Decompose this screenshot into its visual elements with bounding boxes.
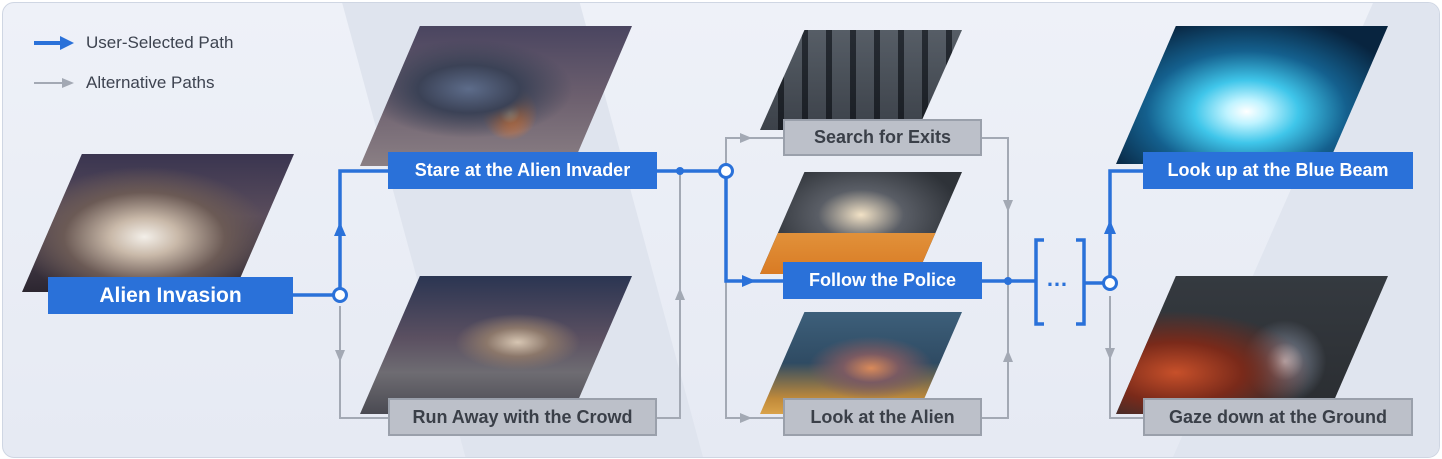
- legend-item-selected: User-Selected Path: [34, 32, 233, 54]
- alternative-arrow-icon: [34, 78, 74, 88]
- arrowhead-icon: [1003, 350, 1013, 362]
- node-look-up-beam[interactable]: Look up at the Blue Beam: [1143, 152, 1413, 189]
- legend-label-selected: User-Selected Path: [86, 33, 234, 52]
- right-bracket: [1076, 238, 1086, 326]
- edge-to-gaze-ground: [1109, 296, 1143, 419]
- arrowhead-icon: [675, 288, 685, 300]
- edge-to-run-away: [339, 306, 388, 419]
- edge-run-away-merge: [657, 171, 681, 419]
- left-bracket: [1034, 238, 1044, 326]
- edge-to-look-alien: [725, 171, 783, 419]
- edge-to-blue-beam: [1108, 169, 1143, 276]
- selected-arrowheads: [334, 220, 1116, 287]
- edge-to-follow-police: [724, 178, 783, 283]
- edge-look-alien-merge: [982, 281, 1009, 419]
- edge-to-search-exits: [725, 137, 783, 171]
- arrowhead-icon: [1104, 220, 1116, 234]
- arrowhead-icon: [1003, 200, 1013, 212]
- ellipsis-text: …: [1046, 266, 1068, 291]
- alternative-arrowheads: [335, 133, 1115, 423]
- node-look-alien[interactable]: Look at the Alien: [783, 398, 982, 436]
- junction-dot: [1004, 277, 1012, 285]
- node-stare-alien[interactable]: Stare at the Alien Invader: [388, 152, 657, 189]
- ellipsis-brackets: [1034, 238, 1086, 326]
- node-alien-invasion[interactable]: Alien Invasion: [48, 277, 293, 314]
- legend: User-Selected Path Alternative Paths: [34, 32, 233, 112]
- arrowhead-icon: [1105, 348, 1115, 360]
- legend-label-alternative: Alternative Paths: [86, 73, 215, 92]
- node-follow-police[interactable]: Follow the Police: [783, 262, 982, 299]
- node-gaze-ground[interactable]: Gaze down at the Ground: [1143, 398, 1413, 436]
- selected-edges: [293, 169, 1143, 297]
- edge-search-exits-merge: [982, 137, 1009, 281]
- arrowhead-icon: [740, 413, 752, 423]
- arrowhead-icon: [740, 133, 752, 143]
- selected-arrow-icon: [34, 36, 74, 50]
- junction-node: [718, 163, 734, 179]
- legend-item-alternative: Alternative Paths: [34, 72, 233, 94]
- arrowhead-icon: [335, 350, 345, 362]
- node-search-exits[interactable]: Search for Exits: [783, 119, 982, 156]
- junction-dot: [676, 167, 684, 175]
- junction-node: [332, 287, 348, 303]
- junction-node: [1102, 275, 1118, 291]
- edge-to-stare: [338, 169, 388, 288]
- arrowhead-icon: [334, 222, 346, 236]
- junctions: [332, 163, 1118, 303]
- node-run-away[interactable]: Run Away with the Crowd: [388, 398, 657, 436]
- arrowhead-icon: [742, 275, 756, 287]
